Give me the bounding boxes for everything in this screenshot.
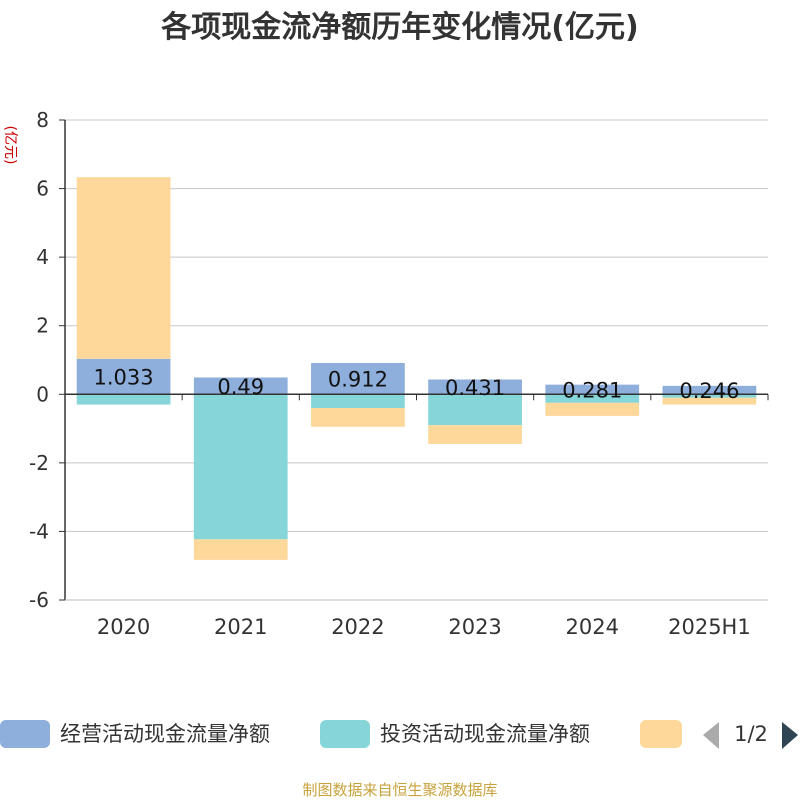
data-labels: 1.033 0.49 0.912 0.431 0.281 0.246 bbox=[94, 366, 740, 403]
data-source: 制图数据来自恒生聚源数据库 bbox=[302, 781, 497, 799]
bar-s0-2024[interactable] bbox=[545, 384, 640, 395]
bar-s0-2020[interactable] bbox=[76, 358, 171, 395]
legend-swatch-investing bbox=[320, 720, 370, 748]
bar-s2-2022[interactable] bbox=[311, 408, 405, 427]
legend-pager: 1/2 bbox=[703, 722, 798, 749]
y-tick-labels: 8 6 4 2 0 -2 -4 -6 bbox=[29, 108, 49, 612]
x-tick-label: 2025H1 bbox=[668, 615, 751, 639]
data-label: 0.431 bbox=[445, 376, 505, 400]
y-tick-label: -4 bbox=[29, 519, 49, 543]
x-tick-labels: 2020 2021 2022 2023 2024 2025H1 bbox=[97, 615, 751, 639]
legend-swatch-operating bbox=[0, 720, 50, 748]
y-tick-label: 2 bbox=[36, 314, 49, 338]
legend-swatch-financing bbox=[640, 720, 682, 748]
x-tick-label: 2024 bbox=[566, 615, 619, 639]
bar-s1-2020[interactable] bbox=[76, 394, 171, 405]
bar-s2-2021[interactable] bbox=[193, 539, 288, 560]
x-tick-label: 2022 bbox=[331, 615, 384, 639]
data-label: 0.281 bbox=[562, 378, 622, 402]
legend-label-operating: 经营活动现金流量净额 bbox=[60, 722, 270, 746]
bar-s2-2024[interactable] bbox=[545, 402, 640, 416]
triangle-right-icon[interactable] bbox=[782, 722, 798, 749]
data-label: 0.49 bbox=[217, 375, 264, 399]
x-tick-label: 2021 bbox=[214, 615, 267, 639]
bar-s1-2021[interactable] bbox=[193, 394, 288, 540]
bar-s1-2022[interactable] bbox=[311, 394, 405, 408]
bar-s2-2023[interactable] bbox=[428, 425, 522, 444]
bar-s0-2021[interactable] bbox=[193, 377, 288, 395]
bar-s1-2024[interactable] bbox=[545, 394, 640, 403]
x-tick-label: 2023 bbox=[448, 615, 501, 639]
triangle-left-icon[interactable] bbox=[703, 722, 719, 749]
legend-item-investing[interactable]: 投资活动现金流量净额 bbox=[320, 720, 590, 748]
legend: 经营活动现金流量净额 投资活动现金流量净额 1/2 bbox=[0, 720, 798, 749]
bar-s0-2025H1[interactable] bbox=[662, 385, 757, 395]
data-label: 1.033 bbox=[94, 366, 154, 390]
y-tick-label: 6 bbox=[36, 177, 49, 201]
bars bbox=[76, 177, 757, 560]
legend-label-investing: 投资活动现金流量净额 bbox=[380, 722, 590, 746]
legend-item-financing[interactable] bbox=[640, 720, 682, 748]
y-axis-unit: (亿元) bbox=[2, 126, 18, 165]
y-tick-label: -6 bbox=[29, 588, 49, 612]
bar-s2-2020[interactable] bbox=[76, 177, 171, 359]
y-tick-label: 0 bbox=[36, 382, 49, 406]
y-tick-label: 4 bbox=[36, 245, 49, 269]
y-tick-label: 8 bbox=[36, 108, 49, 132]
chart-title: 各项现金流净额历年变化情况(亿元) bbox=[160, 10, 638, 45]
legend-pager-text: 1/2 bbox=[734, 722, 768, 746]
data-label: 0.912 bbox=[328, 368, 388, 392]
legend-item-operating[interactable]: 经营活动现金流量净额 bbox=[0, 720, 270, 748]
data-label: 0.246 bbox=[679, 379, 739, 403]
bar-s1-2025H1[interactable] bbox=[662, 394, 757, 398]
bar-s0-2022[interactable] bbox=[311, 363, 405, 395]
y-tick-label: -2 bbox=[29, 451, 49, 475]
axes bbox=[59, 119, 769, 601]
x-tick-label: 2020 bbox=[97, 615, 150, 639]
bar-s2-2025H1[interactable] bbox=[662, 397, 757, 405]
bar-s1-2023[interactable] bbox=[428, 394, 522, 426]
bar-s0-2023[interactable] bbox=[428, 379, 522, 395]
